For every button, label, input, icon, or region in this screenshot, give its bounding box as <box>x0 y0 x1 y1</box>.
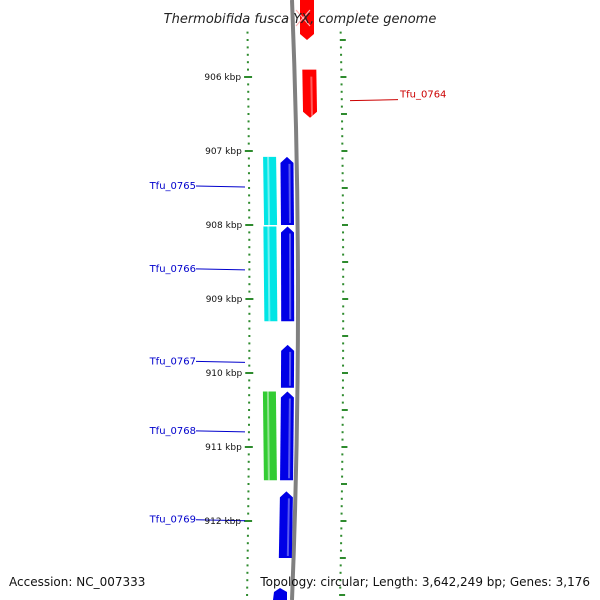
gene-label[interactable]: Tfu_0769 <box>149 515 196 526</box>
feature-track <box>262 156 278 481</box>
gene-leader-line <box>195 519 246 522</box>
gene-arrow-highlight <box>288 398 291 479</box>
cyan-feature-bar <box>263 226 278 322</box>
cyan-feature-bar <box>263 156 278 225</box>
gene-arrow[interactable] <box>302 69 318 118</box>
right-tick-marks <box>339 31 349 596</box>
gene-arrow[interactable] <box>281 226 295 322</box>
gene-arrow-highlight <box>286 498 290 556</box>
gene-arrow[interactable] <box>280 344 295 388</box>
gene-arrow[interactable] <box>280 156 294 225</box>
kbp-label: 910 kbp <box>206 369 243 379</box>
gene-arrow-partial <box>300 0 314 40</box>
kbp-label: 909 kbp <box>206 295 243 305</box>
gene-label[interactable]: Tfu_0768 <box>149 426 196 437</box>
gene-leader-line <box>195 360 246 363</box>
gene-arrow-highlight <box>289 233 292 320</box>
kbp-label: 912 kbp <box>204 517 241 527</box>
kbp-label: 911 kbp <box>205 443 242 453</box>
gene-leader-line <box>195 268 246 271</box>
green-feature-bar <box>262 391 277 481</box>
gene-arrow-highlight <box>288 163 291 223</box>
gene-arrow[interactable] <box>278 491 293 558</box>
gene-label[interactable]: Tfu_0767 <box>149 356 196 367</box>
left-tick-marks <box>244 31 254 596</box>
marker-glyph <box>295 9 311 27</box>
gene-label[interactable]: Tfu_0766 <box>149 264 196 275</box>
gene-arrow[interactable] <box>280 391 294 481</box>
topology-label: Topology: circular; Length: 3,642,249 bp… <box>259 575 590 589</box>
accession-label: Accession: NC_007333 <box>9 575 145 589</box>
gene-arrow-partial <box>273 588 287 600</box>
map-title: Thermobifida fusca YX, complete genome <box>164 12 437 27</box>
gene-arrow-highlight <box>310 76 314 116</box>
gene-labels: Tfu_0764 Tfu_0765 Tfu_0766 Tfu_0767 Tfu_0768… <box>149 90 447 526</box>
gene-label[interactable]: Tfu_0765 <box>149 181 196 192</box>
cyan-feature-bar-highlight <box>267 226 271 322</box>
kbp-label: 908 kbp <box>206 221 243 231</box>
gene-label[interactable]: Tfu_0764 <box>399 90 446 101</box>
kbp-label: 906 kbp <box>204 73 241 83</box>
cyan-feature-bar-highlight <box>267 156 271 225</box>
green-feature-bar-highlight <box>266 391 270 481</box>
kbp-labels: 906 kbp 907 kbp 908 kbp 909 kbp 910 kbp 911 k… <box>204 73 242 527</box>
gene-leader-line <box>195 430 246 433</box>
gene-leader-line <box>195 185 246 188</box>
gene-track <box>273 0 318 600</box>
genome-backbone <box>290 0 300 600</box>
kbp-label: 907 kbp <box>205 147 242 157</box>
gene-leader-line <box>349 99 399 102</box>
gene-arrow-highlight <box>288 351 292 386</box>
